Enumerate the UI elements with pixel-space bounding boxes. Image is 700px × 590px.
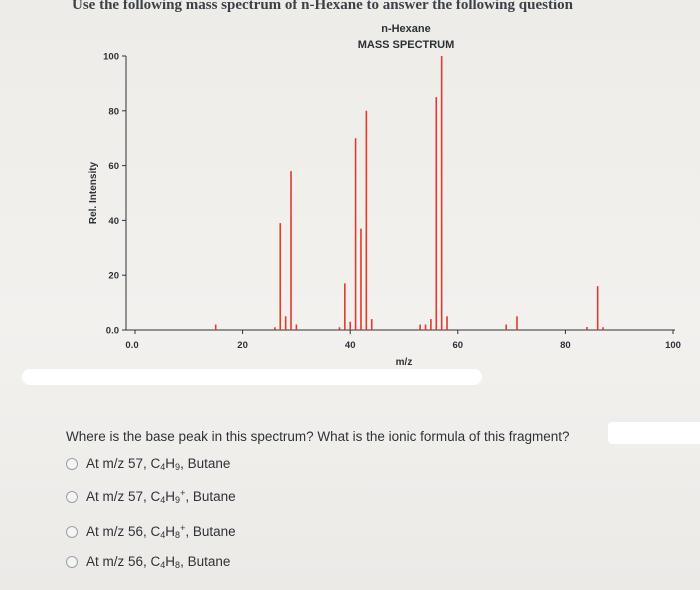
- x-tick-label: 20: [237, 340, 248, 351]
- radio-button[interactable]: [66, 457, 78, 470]
- question-text: Where is the base peak in this spectrum?…: [66, 429, 570, 444]
- option-label: At m/z 56, C4H8, Butane: [86, 554, 231, 570]
- radio-button[interactable]: [66, 555, 78, 568]
- y-axis-label: Rel. Intensity: [88, 161, 99, 224]
- answer-option-4[interactable]: At m/z 56, C4H8, Butane: [66, 553, 230, 570]
- y-tick-label: 60: [108, 161, 119, 172]
- y-tick-label: 40: [108, 216, 119, 227]
- x-tick-label: 60: [453, 340, 464, 351]
- x-tick-label: 40: [345, 340, 356, 351]
- redaction-band: [22, 369, 482, 385]
- y-tick-label: 100: [103, 52, 119, 63]
- answer-option-1[interactable]: At m/z 57, C4H9, Butane: [66, 455, 230, 472]
- question-block: Where is the base peak in this spectrum?…: [66, 428, 700, 570]
- mass-spectrum-chart: 0.0 20 40 60 80 100 0.0 20 40 60 80 100 m/z Rel. Inte…: [88, 52, 681, 369]
- y-tick-label: 0.0: [106, 326, 119, 337]
- radio-button[interactable]: [66, 490, 78, 503]
- answer-option-3[interactable]: At m/z 56, C4H8+, Butane: [66, 523, 236, 540]
- x-axis-label: m/z: [396, 357, 413, 368]
- answer-option-2[interactable]: At m/z 57, C4H9+, Butane: [66, 488, 236, 505]
- redaction-band: [608, 422, 700, 444]
- y-tick-label: 20: [108, 271, 119, 282]
- x-tick-label: 80: [560, 340, 571, 351]
- option-label: At m/z 56, C4H8+, Butane: [86, 523, 236, 540]
- chart-title: n-Hexane: [381, 23, 431, 35]
- radio-button[interactable]: [66, 525, 78, 538]
- y-tick-label: 80: [108, 106, 119, 117]
- chart-subtitle: MASS SPECTRUM: [357, 39, 455, 51]
- option-label: At m/z 57, C4H9, Butane: [86, 456, 231, 472]
- x-tick-label: 100: [665, 340, 681, 351]
- option-label: At m/z 57, C4H9+, Butane: [86, 488, 236, 505]
- x-tick-label: 0.0: [125, 340, 138, 351]
- question-heading: Use the following mass spectrum of n-Hex…: [72, 0, 573, 13]
